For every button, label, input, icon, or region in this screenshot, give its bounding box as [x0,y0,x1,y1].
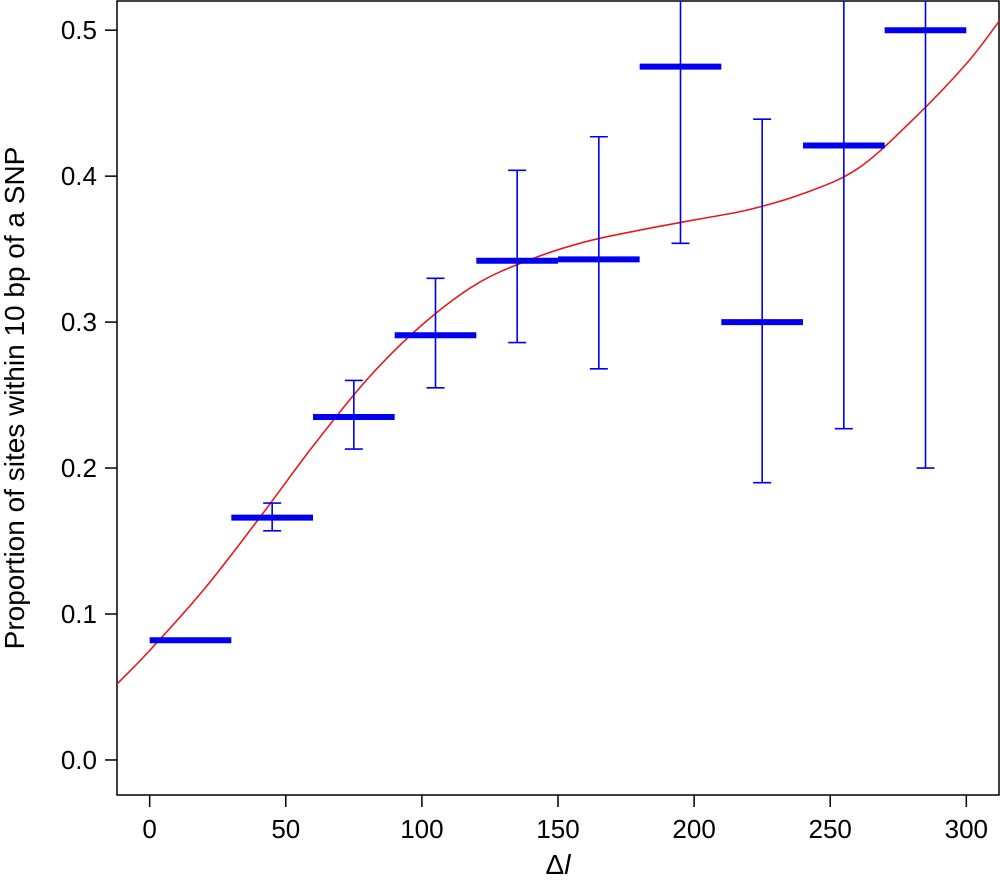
x-axis-title: Δl [546,849,572,880]
y-axis-title: Proportion of sites within 10 bp of a SN… [0,147,30,650]
y-tick-label: 0.2 [61,453,97,483]
x-tick-label: 50 [271,814,300,844]
y-tick-label: 0.1 [61,599,97,629]
x-tick-label: 200 [672,814,715,844]
fitted-curve [117,20,999,685]
x-axis-title-variable: l [564,849,571,880]
plot-area [117,1,999,685]
y-axis: 0.0 0.1 0.2 0.3 0.4 0.5 [61,15,117,775]
x-axis-title-symbol: Δ [546,849,565,880]
x-tick-label: 150 [536,814,579,844]
y-tick-label: 0.3 [61,307,97,337]
x-tick-label: 100 [400,814,443,844]
y-tick-label: 0.5 [61,15,97,45]
y-tick-label: 0.0 [61,745,97,775]
x-axis: 0 50 100 150 200 250 300 [142,795,988,844]
x-tick-label: 250 [809,814,852,844]
x-tick-label: 0 [142,814,156,844]
x-tick-label: 300 [945,814,988,844]
plot-frame [116,0,1000,796]
y-tick-label: 0.4 [61,161,97,191]
